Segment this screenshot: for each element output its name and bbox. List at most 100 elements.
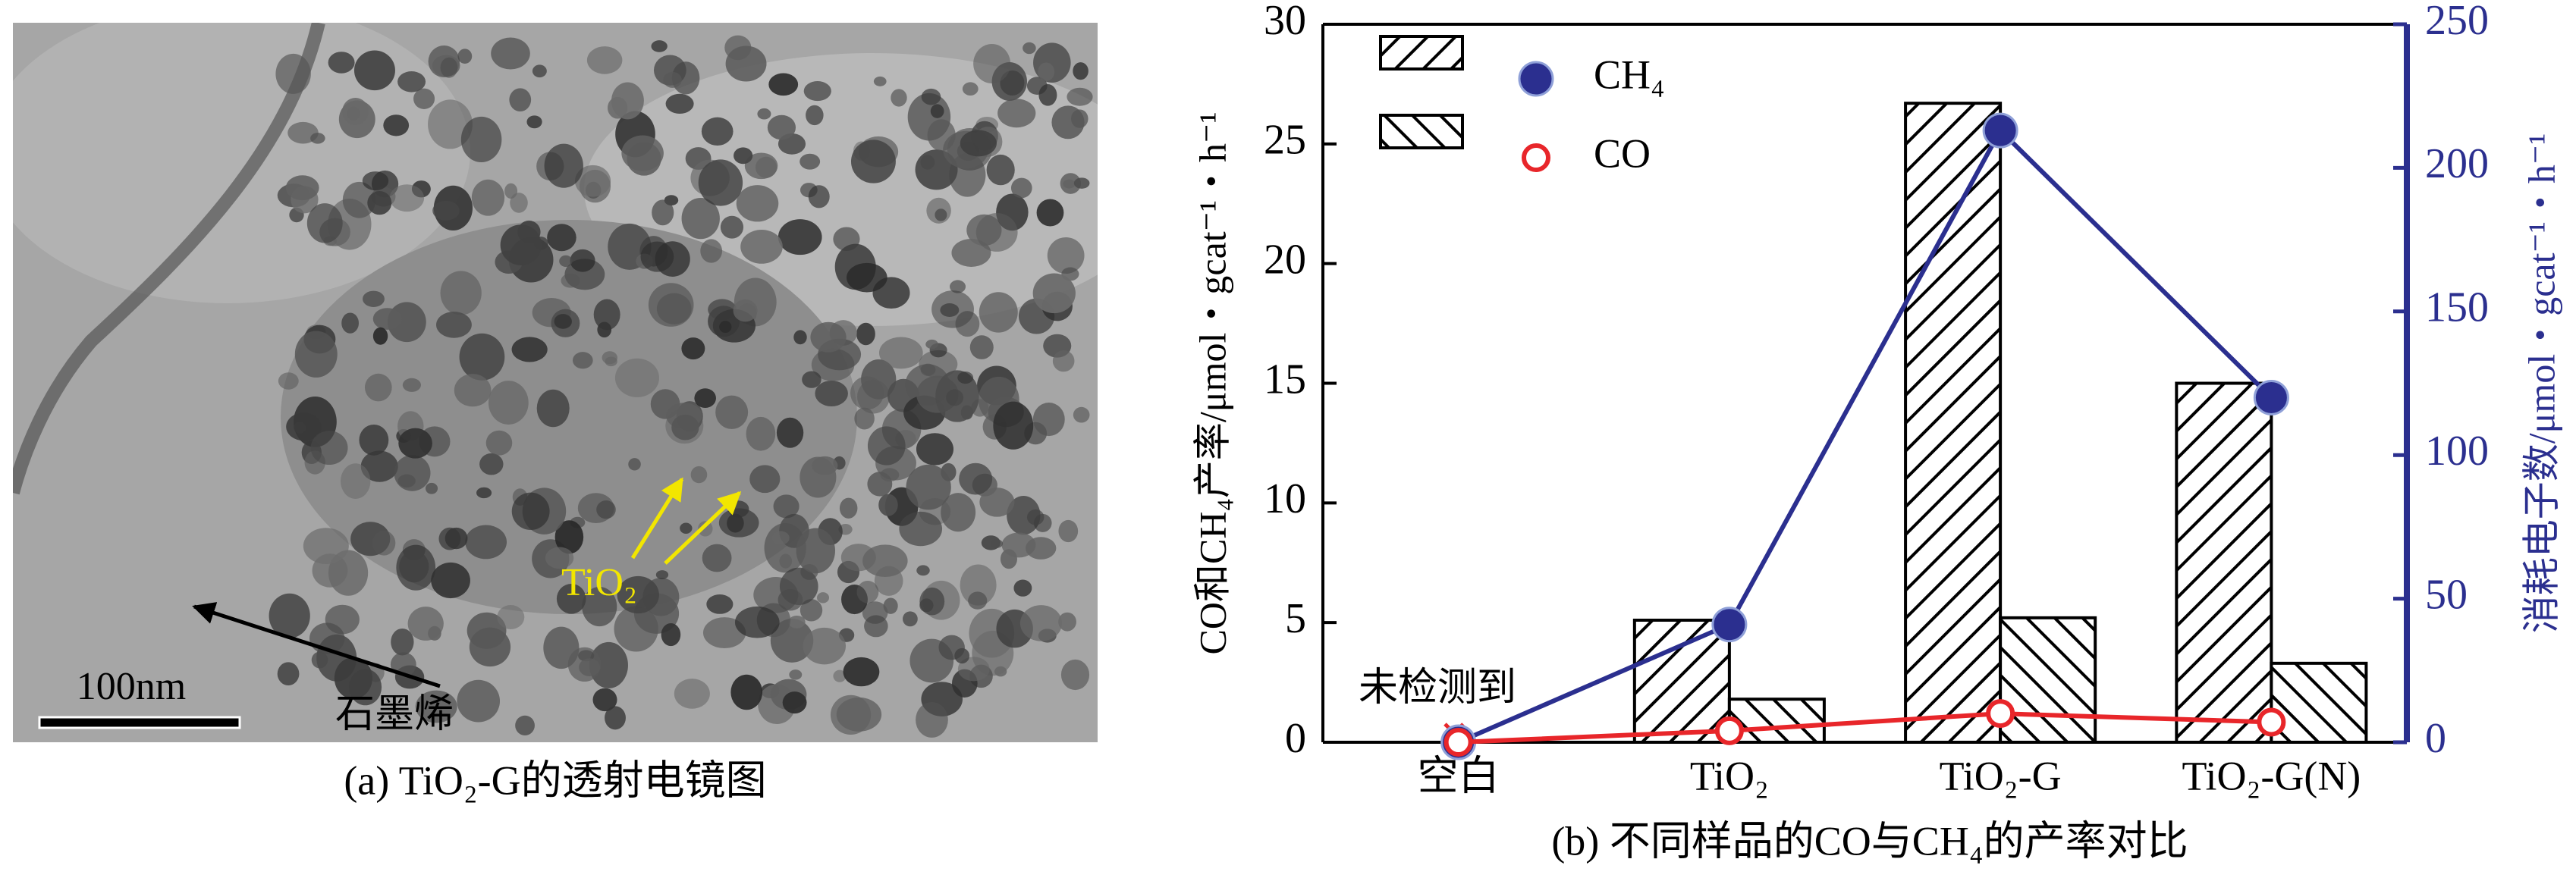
particle xyxy=(701,117,734,146)
particle xyxy=(768,73,799,96)
y2-tick-label: 0 xyxy=(2425,715,2446,762)
particle xyxy=(734,606,780,638)
particle xyxy=(665,93,694,114)
particle xyxy=(740,229,783,264)
series-line xyxy=(1458,711,2272,745)
particle xyxy=(968,591,988,610)
particle xyxy=(674,679,710,709)
particle xyxy=(725,45,767,82)
particle xyxy=(445,527,468,550)
particle xyxy=(736,185,779,222)
particle xyxy=(817,592,830,604)
legend-swatch xyxy=(1379,35,1464,71)
particle xyxy=(359,424,389,456)
particle xyxy=(730,674,763,710)
particle xyxy=(991,539,1004,548)
caption: (b) 不同样品的CO与CH₄的产率对比 xyxy=(1551,818,2188,864)
particle xyxy=(906,464,951,510)
particle xyxy=(500,224,542,265)
particle xyxy=(1000,549,1017,569)
particle xyxy=(1026,77,1048,95)
particle xyxy=(593,299,620,331)
particle xyxy=(428,625,441,641)
particle xyxy=(941,493,976,532)
particle xyxy=(746,416,776,451)
legend-marker xyxy=(1518,61,1554,97)
particle xyxy=(694,388,716,409)
particle xyxy=(954,647,970,664)
particle xyxy=(806,105,824,126)
particle xyxy=(919,587,945,616)
particle xyxy=(457,679,501,723)
particle xyxy=(779,553,793,569)
particle xyxy=(285,175,319,201)
particle xyxy=(767,114,796,140)
particle xyxy=(671,414,699,440)
particle xyxy=(402,378,421,392)
particle xyxy=(663,71,682,88)
particle xyxy=(867,426,906,466)
particle xyxy=(460,116,502,163)
particle xyxy=(545,547,574,569)
particle xyxy=(431,562,470,599)
particle xyxy=(850,140,896,183)
bar xyxy=(1727,698,1826,744)
particle xyxy=(372,327,388,345)
particle xyxy=(621,135,664,171)
x-tick-label: TiO₂-G(N) xyxy=(2182,753,2361,798)
particle xyxy=(471,179,505,216)
particle xyxy=(810,321,847,353)
particle xyxy=(655,570,669,580)
particle xyxy=(946,389,964,406)
particle xyxy=(491,37,530,70)
particle xyxy=(800,599,823,622)
particle xyxy=(554,520,584,554)
particle xyxy=(856,581,879,604)
particle xyxy=(432,200,460,221)
particle xyxy=(864,615,888,638)
particle xyxy=(1036,199,1064,227)
point xyxy=(2257,707,2286,737)
particle xyxy=(509,88,532,112)
graphene-label: 石墨烯 xyxy=(335,693,454,736)
particle xyxy=(921,88,941,105)
particle xyxy=(979,292,1018,333)
particle xyxy=(975,213,1018,252)
particle xyxy=(1058,612,1076,632)
particle xyxy=(611,82,644,120)
series-line xyxy=(1457,127,2273,745)
particle xyxy=(1038,62,1055,81)
y2-tick-label: 200 xyxy=(2425,140,2489,187)
y2-axis-label: 消耗电子数/μmol・gcat⁻¹・h⁻¹ xyxy=(2520,133,2562,634)
point xyxy=(2253,379,2289,415)
particle xyxy=(661,622,681,647)
particle xyxy=(340,463,371,499)
particle xyxy=(788,615,806,629)
particle xyxy=(440,271,482,315)
particle xyxy=(532,64,547,78)
particle xyxy=(800,153,821,170)
particle xyxy=(839,497,858,519)
particle xyxy=(596,500,616,519)
particle xyxy=(1060,659,1090,691)
particle xyxy=(951,238,991,267)
particle xyxy=(957,372,974,384)
micrograph xyxy=(13,23,1098,742)
point xyxy=(1982,112,2018,149)
particle xyxy=(367,191,392,215)
particle xyxy=(440,57,458,78)
particle xyxy=(803,81,831,102)
particle xyxy=(856,322,875,346)
y-axis-label: CO和CH₄产率/μmol・gcat⁻¹・h⁻¹ xyxy=(1191,112,1233,655)
legend-label: CH₄ xyxy=(1594,52,1665,97)
particle xyxy=(310,431,348,466)
particle xyxy=(690,466,708,484)
x-tick-label: TiO₂ xyxy=(1690,753,1769,798)
particle xyxy=(930,104,944,118)
particle xyxy=(605,706,626,730)
particle xyxy=(802,371,821,388)
particle xyxy=(940,303,960,317)
particle xyxy=(1073,62,1089,80)
particle xyxy=(833,227,860,251)
particle xyxy=(363,290,385,307)
